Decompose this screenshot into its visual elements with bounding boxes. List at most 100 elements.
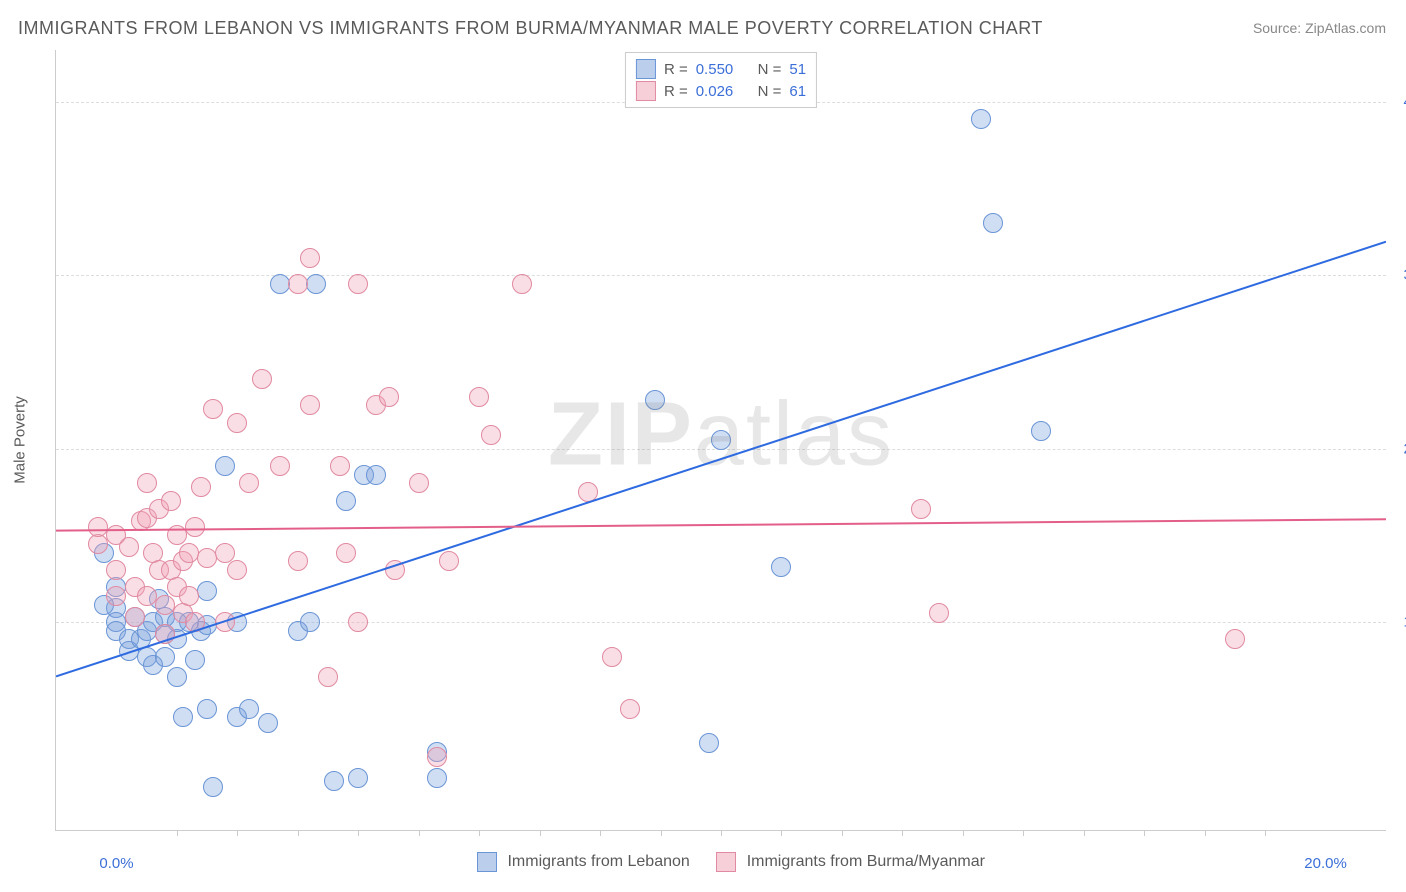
- data-point: [348, 274, 368, 294]
- legend-n-label: N =: [758, 61, 782, 78]
- data-point: [179, 543, 199, 563]
- data-point: [578, 482, 598, 502]
- legend-r-value: 0.550: [696, 61, 734, 78]
- data-point: [185, 612, 205, 632]
- data-point: [215, 612, 235, 632]
- data-point: [300, 395, 320, 415]
- data-point: [258, 713, 278, 733]
- data-point: [409, 473, 429, 493]
- data-point: [252, 369, 272, 389]
- data-point: [427, 768, 447, 788]
- data-point: [197, 581, 217, 601]
- data-point: [155, 595, 175, 615]
- legend-n-value: 61: [789, 83, 806, 100]
- legend-n-value: 51: [789, 61, 806, 78]
- data-point: [185, 517, 205, 537]
- data-point: [385, 560, 405, 580]
- chart-container: IMMIGRANTS FROM LEBANON VS IMMIGRANTS FR…: [0, 0, 1406, 892]
- x-minor-tick: [177, 830, 178, 836]
- data-point: [288, 274, 308, 294]
- data-point: [239, 699, 259, 719]
- data-point: [203, 399, 223, 419]
- x-minor-tick: [1023, 830, 1024, 836]
- data-point: [971, 109, 991, 129]
- legend-swatch-lebanon: [477, 852, 497, 872]
- legend-label-lebanon: Immigrants from Lebanon: [507, 853, 689, 870]
- x-minor-tick: [298, 830, 299, 836]
- legend-row: R = 0.026 N = 61: [636, 81, 806, 101]
- data-point: [911, 499, 931, 519]
- legend-r-value: 0.026: [696, 83, 734, 100]
- x-minor-tick: [479, 830, 480, 836]
- legend-series: Immigrants from Lebanon Immigrants from …: [55, 852, 1385, 872]
- data-point: [197, 548, 217, 568]
- x-minor-tick: [1144, 830, 1145, 836]
- regression-line: [56, 242, 1386, 677]
- x-minor-tick: [1265, 830, 1266, 836]
- data-point: [173, 707, 193, 727]
- data-point: [167, 667, 187, 687]
- data-point: [239, 473, 259, 493]
- data-point: [366, 465, 386, 485]
- data-point: [179, 586, 199, 606]
- data-point: [106, 560, 126, 580]
- data-point: [119, 537, 139, 557]
- x-minor-tick: [1205, 830, 1206, 836]
- data-point: [155, 647, 175, 667]
- data-point: [215, 456, 235, 476]
- data-point: [711, 430, 731, 450]
- data-point: [161, 491, 181, 511]
- data-point: [379, 387, 399, 407]
- data-point: [512, 274, 532, 294]
- data-point: [191, 477, 211, 497]
- legend-swatch-lebanon: [636, 59, 656, 79]
- x-minor-tick: [540, 830, 541, 836]
- data-point: [300, 248, 320, 268]
- x-minor-tick: [842, 830, 843, 836]
- data-point: [439, 551, 459, 571]
- data-point: [645, 390, 665, 410]
- y-axis-label: Male Poverty: [12, 396, 29, 484]
- legend-correlation: R = 0.550 N = 51 R = 0.026 N = 61: [625, 52, 817, 108]
- legend-n-label: N =: [758, 83, 782, 100]
- data-point: [330, 456, 350, 476]
- chart-title: IMMIGRANTS FROM LEBANON VS IMMIGRANTS FR…: [18, 18, 1043, 39]
- data-point: [318, 667, 338, 687]
- data-point: [1031, 421, 1051, 441]
- gridline: [56, 275, 1386, 276]
- data-point: [699, 733, 719, 753]
- data-point: [469, 387, 489, 407]
- data-point: [106, 586, 126, 606]
- data-point: [324, 771, 344, 791]
- legend-swatch-burma: [636, 81, 656, 101]
- x-minor-tick: [237, 830, 238, 836]
- data-point: [125, 607, 145, 627]
- x-minor-tick: [600, 830, 601, 836]
- data-point: [137, 473, 157, 493]
- plot-region: ZIPatlas R = 0.550 N = 51 R = 0.026 N =: [55, 50, 1386, 831]
- data-point: [88, 534, 108, 554]
- data-point: [481, 425, 501, 445]
- x-minor-tick: [661, 830, 662, 836]
- data-point: [88, 517, 108, 537]
- data-point: [167, 525, 187, 545]
- data-point: [203, 777, 223, 797]
- data-point: [155, 624, 175, 644]
- legend-label-burma: Immigrants from Burma/Myanmar: [747, 853, 985, 870]
- data-point: [185, 650, 205, 670]
- data-point: [602, 647, 622, 667]
- chart-area: Male Poverty ZIPatlas R = 0.550 N = 51 R…: [55, 50, 1385, 830]
- legend-swatch-burma: [716, 852, 736, 872]
- data-point: [983, 213, 1003, 233]
- x-minor-tick: [1084, 830, 1085, 836]
- legend-r-label: R =: [664, 61, 688, 78]
- legend-row: R = 0.550 N = 51: [636, 59, 806, 79]
- data-point: [620, 699, 640, 719]
- data-point: [348, 612, 368, 632]
- x-minor-tick: [781, 830, 782, 836]
- data-point: [348, 768, 368, 788]
- data-point: [137, 586, 157, 606]
- data-point: [270, 274, 290, 294]
- watermark-zip: ZIP: [548, 384, 694, 484]
- data-point: [227, 560, 247, 580]
